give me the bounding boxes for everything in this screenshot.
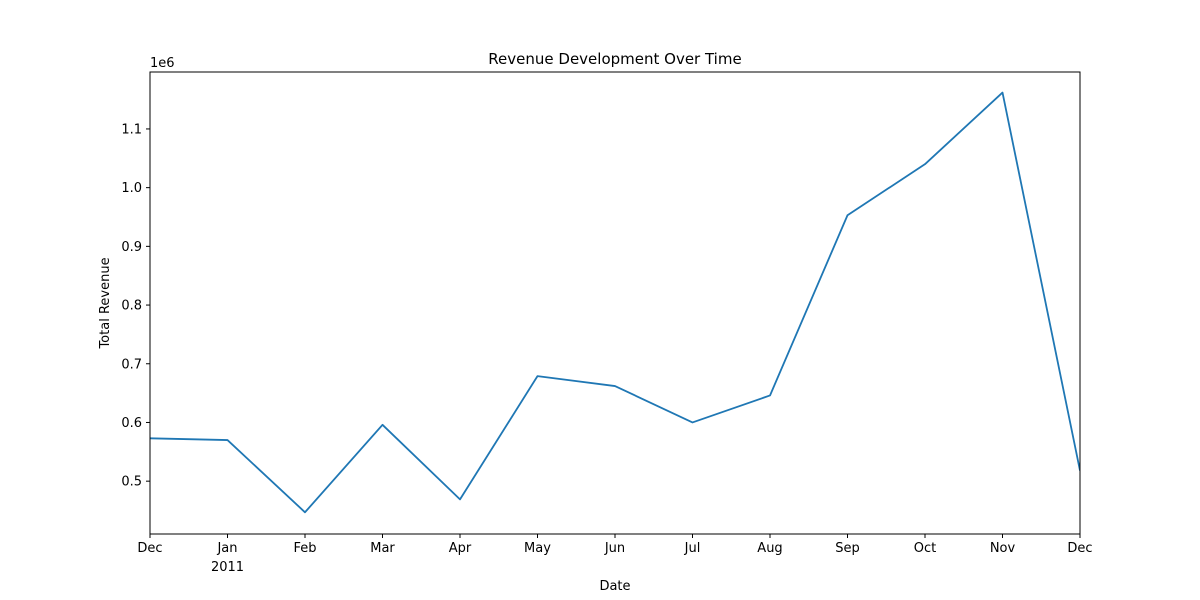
plot-area xyxy=(150,91,1080,514)
x-tick-label: Nov xyxy=(990,541,1016,556)
x-tick-label: Sep xyxy=(835,541,860,556)
x-tick-label: May xyxy=(524,541,551,556)
y-axis: 0.5 0.6 0.7 0.8 0.9 1.0 1.1 xyxy=(121,122,150,490)
y-tick-label: 1.1 xyxy=(121,122,142,137)
x-tick-label: Dec xyxy=(1067,541,1092,556)
y-tick-label: 0.5 xyxy=(121,475,142,490)
y-axis-label: Total Revenue xyxy=(98,257,113,349)
y-tick-label: 1.0 xyxy=(121,181,142,196)
chart-title: Revenue Development Over Time xyxy=(488,50,741,68)
plot-frame xyxy=(149,71,1081,535)
y-axis-offset-label: 1e6 xyxy=(150,56,175,71)
x-axis: Dec Jan Feb Mar Apr May Jun Jul Aug Sep Oct Nov Dec xyxy=(137,534,1093,556)
y-tick-label: 0.6 xyxy=(121,416,142,431)
x-tick-label: Jun xyxy=(604,541,625,556)
y-tick-label: 0.8 xyxy=(121,299,142,314)
y-tick-label: 0.9 xyxy=(121,240,142,255)
y-tick-label: 0.7 xyxy=(121,357,142,372)
x-tick-label: Feb xyxy=(293,541,316,556)
x-tick-label: Aug xyxy=(757,541,782,556)
x-axis-label: Date xyxy=(599,579,630,594)
x-tick-label: Apr xyxy=(449,541,472,556)
x-tick-label: Oct xyxy=(914,541,936,556)
series-line xyxy=(150,91,1080,514)
x-year-label: 2011 xyxy=(211,560,244,575)
x-tick-label: Dec xyxy=(137,541,162,556)
x-tick-label: Jan xyxy=(216,541,237,556)
x-tick-label: Jul xyxy=(684,541,701,556)
x-tick-label: Mar xyxy=(370,541,395,556)
